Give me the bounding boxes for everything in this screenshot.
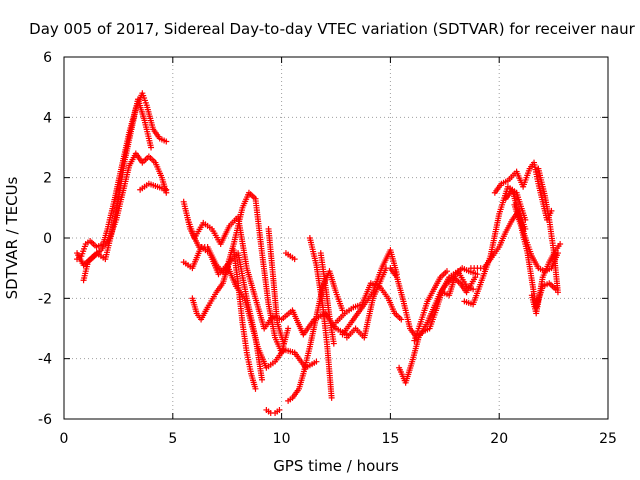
trace-13 (285, 268, 346, 404)
data-points (74, 90, 564, 416)
plot-frame (63, 56, 609, 420)
y-tick-label: 6 (43, 50, 52, 66)
x-tick-label: 25 (599, 431, 617, 447)
data-point (313, 358, 320, 365)
data-point (148, 144, 155, 151)
trace-29 (535, 165, 561, 296)
x-tick-label: 15 (381, 431, 399, 447)
trace-11 (265, 225, 287, 347)
data-point (398, 316, 405, 323)
data-point (474, 271, 481, 278)
trace-8 (189, 250, 266, 383)
data-point (443, 268, 450, 275)
y-axis-label: SDTVAR / TECUs (3, 176, 21, 299)
y-tick-label: 4 (43, 110, 52, 126)
y-tick-label: -4 (38, 352, 52, 368)
trace-10 (263, 406, 283, 416)
data-point (285, 325, 292, 332)
y-tick-label: -6 (38, 412, 52, 428)
data-point (554, 289, 561, 296)
y-tick-label: 2 (43, 171, 52, 187)
data-point (554, 250, 561, 257)
data-point (330, 340, 337, 347)
data-point (328, 394, 335, 401)
chart-title: Day 005 of 2017, Sidereal Day-to-day VTE… (29, 20, 636, 38)
data-point (163, 186, 170, 193)
trace-3 (80, 150, 170, 284)
trace-4 (137, 180, 170, 193)
trace-12 (282, 250, 298, 263)
data-point (276, 406, 283, 413)
data-point (252, 385, 259, 392)
data-point (280, 340, 287, 347)
data-point (259, 376, 266, 383)
data-point (470, 286, 477, 293)
axis-ticks: 0 5 10 15 20 25 -6 -4 -2 0 2 4 6 (38, 50, 617, 447)
trace-15 (317, 250, 337, 347)
trace-9 (230, 247, 259, 392)
x-tick-label: 5 (168, 431, 177, 447)
x-tick-label: 0 (60, 431, 69, 447)
trace-14 (306, 235, 335, 401)
trace-18 (343, 265, 390, 341)
y-tick-label: -2 (38, 291, 52, 307)
x-tick-label: 10 (273, 431, 291, 447)
trace-21 (411, 268, 450, 344)
data-point (291, 256, 298, 263)
data-point (163, 138, 170, 145)
gridlines (64, 57, 608, 419)
trace-26 (502, 186, 561, 275)
y-tick-label: 0 (43, 231, 52, 247)
x-axis-label: GPS time / hours (273, 457, 399, 475)
trace-20 (396, 274, 479, 386)
trace-19 (387, 265, 477, 341)
data-point (557, 241, 564, 248)
x-tick-label: 20 (490, 431, 508, 447)
